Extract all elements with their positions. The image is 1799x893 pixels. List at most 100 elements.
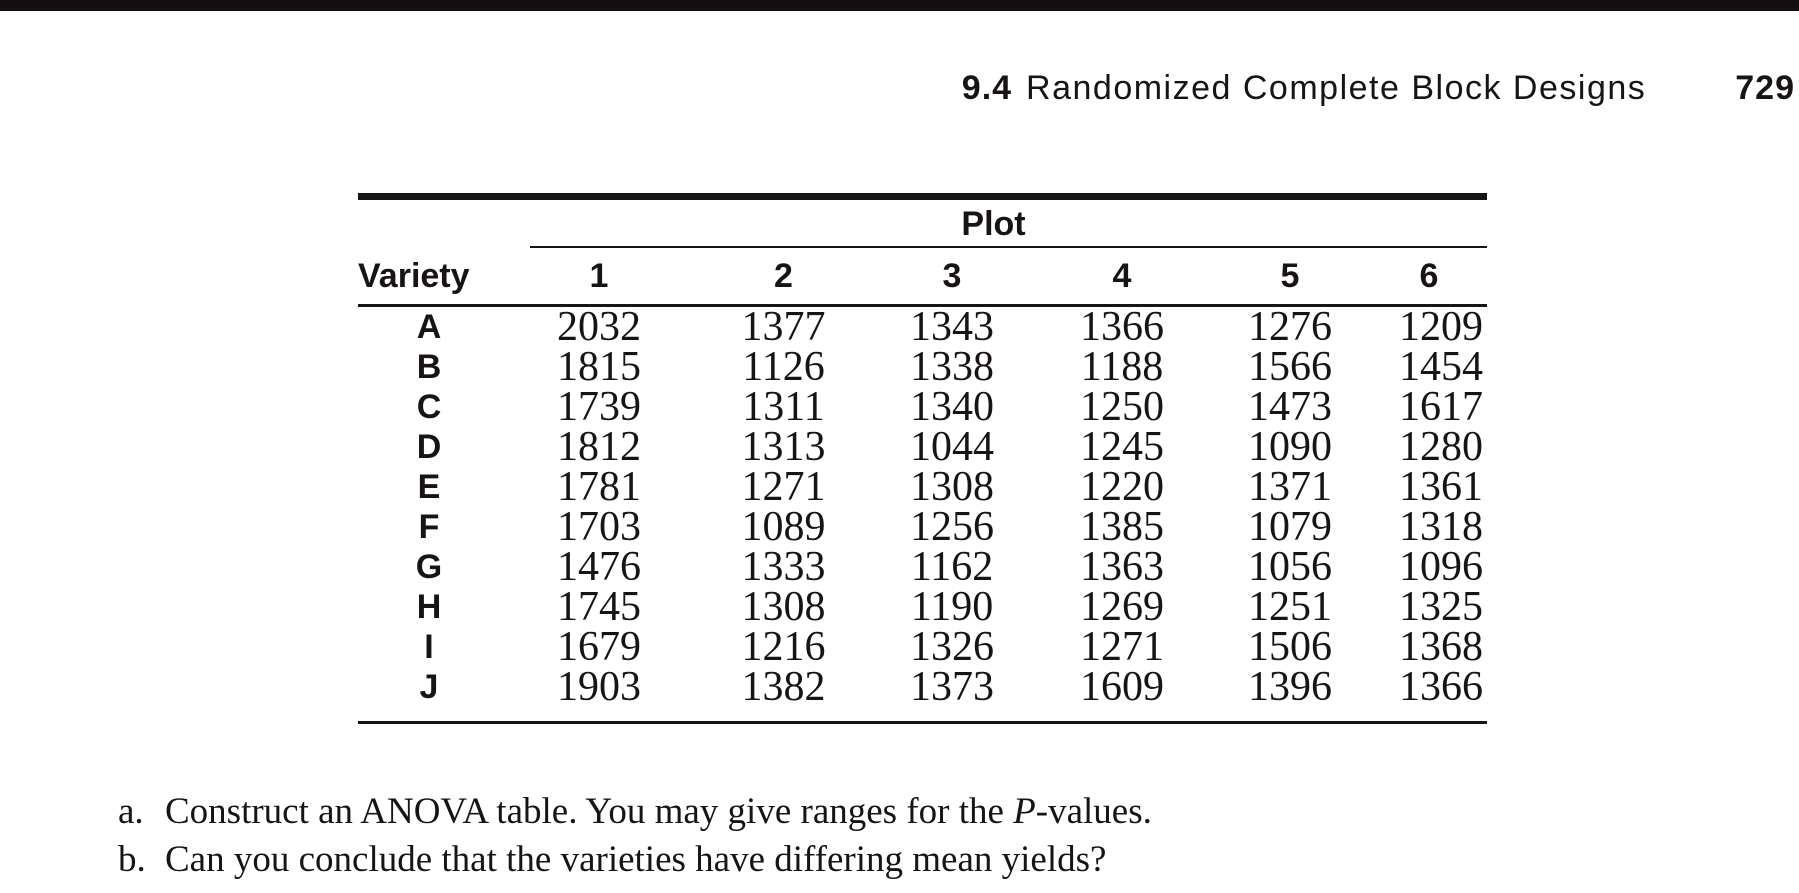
yield-value: 1385: [1080, 504, 1164, 550]
variety-column-header: Variety: [358, 256, 470, 295]
page-top-rule: [0, 0, 1799, 11]
yield-value: 1044: [910, 424, 994, 470]
yield-value: 1271: [741, 464, 826, 510]
yield-value: 1209: [1399, 304, 1483, 350]
plot-column-header-5: 5: [1280, 256, 1300, 295]
yield-value: 1609: [1080, 664, 1164, 710]
page-number: 729: [1735, 69, 1795, 107]
variety-label: H: [416, 587, 442, 626]
yield-value: 1396: [1248, 664, 1332, 710]
part-a-text-end: -values.: [1035, 791, 1152, 832]
exercise-parts: a. Construct an ANOVA table. You may giv…: [118, 788, 1152, 884]
yield-table: Variety 1 2 3 4 5 6 A 2032 1377 1343 136…: [358, 248, 1487, 708]
plot-spanner-label: Plot: [961, 205, 1026, 243]
table-header-row: Variety 1 2 3 4 5 6: [358, 248, 1487, 306]
part-a-label: a.: [118, 791, 144, 832]
yield-value: 1566: [1248, 344, 1332, 390]
yield-value: 1338: [910, 344, 994, 390]
table-row: H 1745 1308 1190 1269 1251 1325: [358, 584, 1487, 630]
yield-value: 1745: [557, 584, 641, 630]
variety-label: G: [415, 547, 443, 586]
yield-value: 1903: [557, 664, 641, 710]
variety-label: F: [418, 507, 440, 546]
yield-value: 1371: [1248, 464, 1332, 510]
part-a-italic-term: P: [1013, 791, 1036, 832]
table-row: G 1476 1333 1162 1363 1056 1096: [358, 544, 1487, 590]
yield-value: 1251: [1248, 584, 1332, 630]
part-a-text: Construct an ANOVA table. You may give r…: [165, 788, 1152, 836]
yield-value: 1318: [1399, 504, 1483, 550]
table-row: E 1781 1271 1308 1220 1371 1361: [358, 464, 1487, 510]
yield-value: 1617: [1399, 384, 1483, 430]
part-b-text-start: Can you conclude that the varieties have…: [165, 839, 1107, 880]
yield-value: 1781: [557, 464, 641, 510]
plot-spanner-rule: [530, 246, 1487, 248]
variety-label: C: [416, 387, 442, 426]
plot-spanner-row: Plot: [358, 200, 1487, 246]
yield-value: 1340: [910, 384, 994, 430]
plot-column-header-4: 4: [1112, 256, 1132, 295]
table-row: F 1703 1089 1256 1385 1079 1318: [358, 504, 1487, 550]
yield-value: 1377: [741, 304, 826, 350]
yield-value: 1343: [910, 304, 994, 350]
plot-column-header-3: 3: [942, 256, 962, 295]
variety-label: E: [417, 467, 441, 506]
plot-column-header-2: 2: [774, 256, 793, 295]
table-row: C 1739 1311 1340 1250 1473 1617: [358, 384, 1487, 430]
yield-value: 1308: [741, 584, 826, 630]
part-b-label: b.: [118, 839, 146, 880]
table-row: I 1679 1216 1326 1271 1506 1368: [358, 624, 1487, 670]
yield-value: 1815: [557, 344, 641, 390]
table-body: A 2032 1377 1343 1366 1276 1209 B 1815 1…: [358, 306, 1487, 708]
part-a-text-start: Construct an ANOVA table. You may give r…: [165, 791, 1014, 832]
yield-value: 1326: [910, 624, 994, 670]
yield-value: 1473: [1248, 384, 1332, 430]
plot-column-header-1: 1: [589, 256, 609, 295]
yield-value: 1250: [1080, 384, 1164, 430]
table-bottom-rule: [358, 721, 1487, 724]
yield-value: 1271: [1080, 624, 1164, 670]
yield-value: 1363: [1080, 544, 1164, 590]
yield-value: 1361: [1399, 464, 1483, 510]
yield-value: 1090: [1248, 424, 1332, 470]
plot-column-header-6: 6: [1419, 256, 1439, 295]
variety-label: D: [416, 427, 442, 466]
yield-value: 1366: [1080, 304, 1164, 350]
yield-data-table: Plot Variety 1 2 3 4 5: [358, 193, 1487, 724]
yield-value: 1269: [1080, 584, 1164, 630]
yield-value: 1280: [1399, 424, 1483, 470]
yield-value: 1220: [1080, 464, 1164, 510]
yield-value: 1679: [557, 624, 641, 670]
variety-label: A: [416, 307, 442, 346]
yield-value: 2032: [557, 304, 641, 350]
yield-value: 1812: [557, 424, 641, 470]
yield-value: 1276: [1248, 304, 1332, 350]
yield-value: 1245: [1080, 424, 1164, 470]
table-row: D 1812 1313 1044 1245 1090 1280: [358, 424, 1487, 470]
yield-value: 1373: [910, 664, 994, 710]
variety-label: I: [424, 627, 434, 666]
yield-value: 1311: [742, 384, 825, 430]
table-row: B 1815 1126 1338 1188 1566 1454: [358, 344, 1487, 390]
yield-value: 1333: [741, 544, 826, 590]
table-row: A 2032 1377 1343 1366 1276 1209: [358, 306, 1487, 348]
yield-value: 1056: [1248, 544, 1332, 590]
yield-value: 1190: [910, 584, 994, 630]
yield-value: 1079: [1248, 504, 1332, 550]
variety-label: J: [419, 667, 439, 706]
yield-value: 1703: [557, 504, 641, 550]
section-title: Randomized Complete Block Designs: [1026, 69, 1647, 107]
yield-value: 1739: [557, 384, 641, 430]
exercise-part-a: a. Construct an ANOVA table. You may giv…: [118, 788, 1152, 836]
yield-value: 1188: [1080, 344, 1164, 390]
table-top-rule: [358, 193, 1487, 200]
yield-value: 1366: [1399, 664, 1483, 710]
yield-value: 1476: [557, 544, 641, 590]
yield-value: 1216: [741, 624, 826, 670]
yield-value: 1126: [742, 344, 825, 390]
yield-value: 1096: [1399, 544, 1483, 590]
yield-value: 1368: [1399, 624, 1483, 670]
exercise-part-b: b. Can you conclude that the varieties h…: [118, 836, 1152, 884]
yield-value: 1089: [741, 504, 826, 550]
yield-value: 1325: [1399, 584, 1483, 630]
